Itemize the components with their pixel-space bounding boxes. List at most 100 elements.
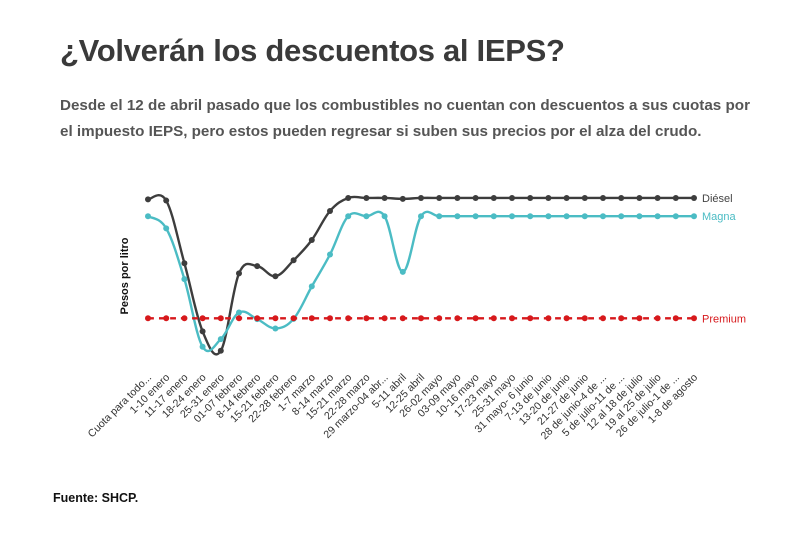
data-point-diesel — [236, 270, 242, 277]
data-point-diesel — [691, 194, 697, 201]
data-point-magna — [327, 251, 333, 258]
data-point-magna — [454, 213, 461, 220]
data-point-premium — [217, 315, 224, 322]
data-point-magna — [163, 225, 170, 232]
data-point-magna — [236, 309, 242, 316]
data-point-diesel — [436, 194, 443, 201]
data-point-diesel — [563, 194, 570, 201]
data-point-magna — [272, 325, 279, 332]
data-point-premium — [363, 315, 370, 322]
data-point-diesel — [672, 194, 679, 201]
series-label-premium: Premium — [702, 313, 746, 325]
data-point-premium — [418, 315, 424, 322]
data-point-premium — [509, 315, 515, 322]
data-point-diesel — [600, 194, 606, 201]
data-point-diesel — [399, 195, 406, 202]
data-point-magna — [600, 213, 606, 220]
data-point-diesel — [345, 194, 352, 201]
data-point-premium — [308, 315, 315, 322]
data-point-premium — [254, 315, 261, 322]
data-point-diesel — [181, 260, 188, 267]
data-point-premium — [454, 315, 461, 322]
data-point-diesel — [254, 263, 261, 270]
data-point-magna — [654, 213, 661, 220]
data-point-magna — [399, 268, 406, 275]
data-point-magna — [381, 213, 388, 220]
data-point-diesel — [381, 194, 388, 201]
data-point-diesel — [163, 197, 170, 204]
data-point-premium — [436, 315, 443, 322]
data-point-diesel — [509, 194, 515, 201]
data-point-premium — [399, 315, 406, 322]
data-point-magna — [181, 276, 188, 283]
data-point-diesel — [199, 328, 206, 335]
data-point-premium — [199, 315, 206, 322]
series-label-diesel: Diésel — [702, 193, 733, 205]
data-point-diesel — [272, 273, 279, 280]
data-point-diesel — [308, 237, 315, 243]
data-point-premium — [654, 315, 661, 322]
data-point-magna — [618, 213, 625, 220]
data-point-diesel — [418, 194, 424, 201]
data-point-magna — [527, 213, 534, 220]
chart-title: ¿Volverán los descuentos al IEPS? — [60, 33, 565, 68]
data-point-premium — [381, 315, 388, 322]
data-point-premium — [672, 315, 679, 322]
data-point-premium — [163, 315, 170, 322]
data-point-diesel — [527, 194, 534, 201]
data-point-magna — [636, 213, 643, 220]
data-point-magna — [436, 213, 443, 220]
data-point-premium — [472, 315, 479, 322]
data-point-magna — [563, 213, 570, 220]
series-label-magna: Magna — [702, 211, 737, 223]
data-point-diesel — [545, 194, 552, 201]
data-point-magna — [691, 213, 697, 220]
data-point-diesel — [327, 208, 333, 214]
data-point-magna — [217, 336, 224, 343]
data-point-diesel — [636, 194, 643, 201]
series-magna: Magna — [145, 210, 737, 353]
data-point-diesel — [618, 194, 625, 201]
data-point-magna — [581, 213, 588, 220]
chart-subtitle: Desde el 12 de abril pasado que los comb… — [60, 97, 750, 140]
data-point-diesel — [454, 194, 461, 201]
data-point-diesel — [363, 194, 370, 201]
data-point-premium — [345, 315, 352, 322]
data-point-diesel — [490, 194, 497, 201]
data-point-magna — [345, 213, 352, 220]
data-point-diesel — [654, 194, 661, 201]
data-point-diesel — [217, 347, 224, 354]
data-point-premium — [272, 315, 279, 322]
data-point-premium — [236, 315, 242, 322]
y-axis-label: Pesos por litro — [119, 237, 131, 314]
data-point-magna — [490, 213, 497, 220]
data-point-premium — [327, 315, 333, 322]
series-layer: Diésel Magna Premium — [145, 193, 746, 356]
data-point-diesel — [290, 257, 297, 264]
data-point-premium — [600, 315, 606, 322]
data-point-magna — [472, 213, 479, 220]
data-point-magna — [199, 343, 206, 350]
data-point-diesel — [472, 194, 479, 201]
source-note: Fuente: SHCP. — [53, 491, 139, 505]
data-point-diesel — [145, 196, 151, 203]
data-point-magna — [418, 213, 424, 220]
data-point-premium — [181, 315, 188, 322]
series-line-magna — [147, 210, 694, 353]
data-point-premium — [691, 315, 697, 322]
data-point-premium — [490, 315, 497, 322]
data-point-premium — [618, 315, 625, 322]
data-point-magna — [363, 213, 370, 220]
data-point-premium — [145, 315, 151, 322]
data-point-magna — [545, 213, 552, 220]
data-point-magna — [308, 283, 315, 290]
data-point-premium — [545, 315, 552, 322]
data-point-magna — [672, 213, 679, 220]
data-point-magna — [509, 213, 515, 220]
data-point-diesel — [581, 194, 588, 201]
series-premium: Premium — [145, 313, 746, 325]
data-point-magna — [145, 213, 151, 220]
data-point-premium — [527, 315, 534, 322]
